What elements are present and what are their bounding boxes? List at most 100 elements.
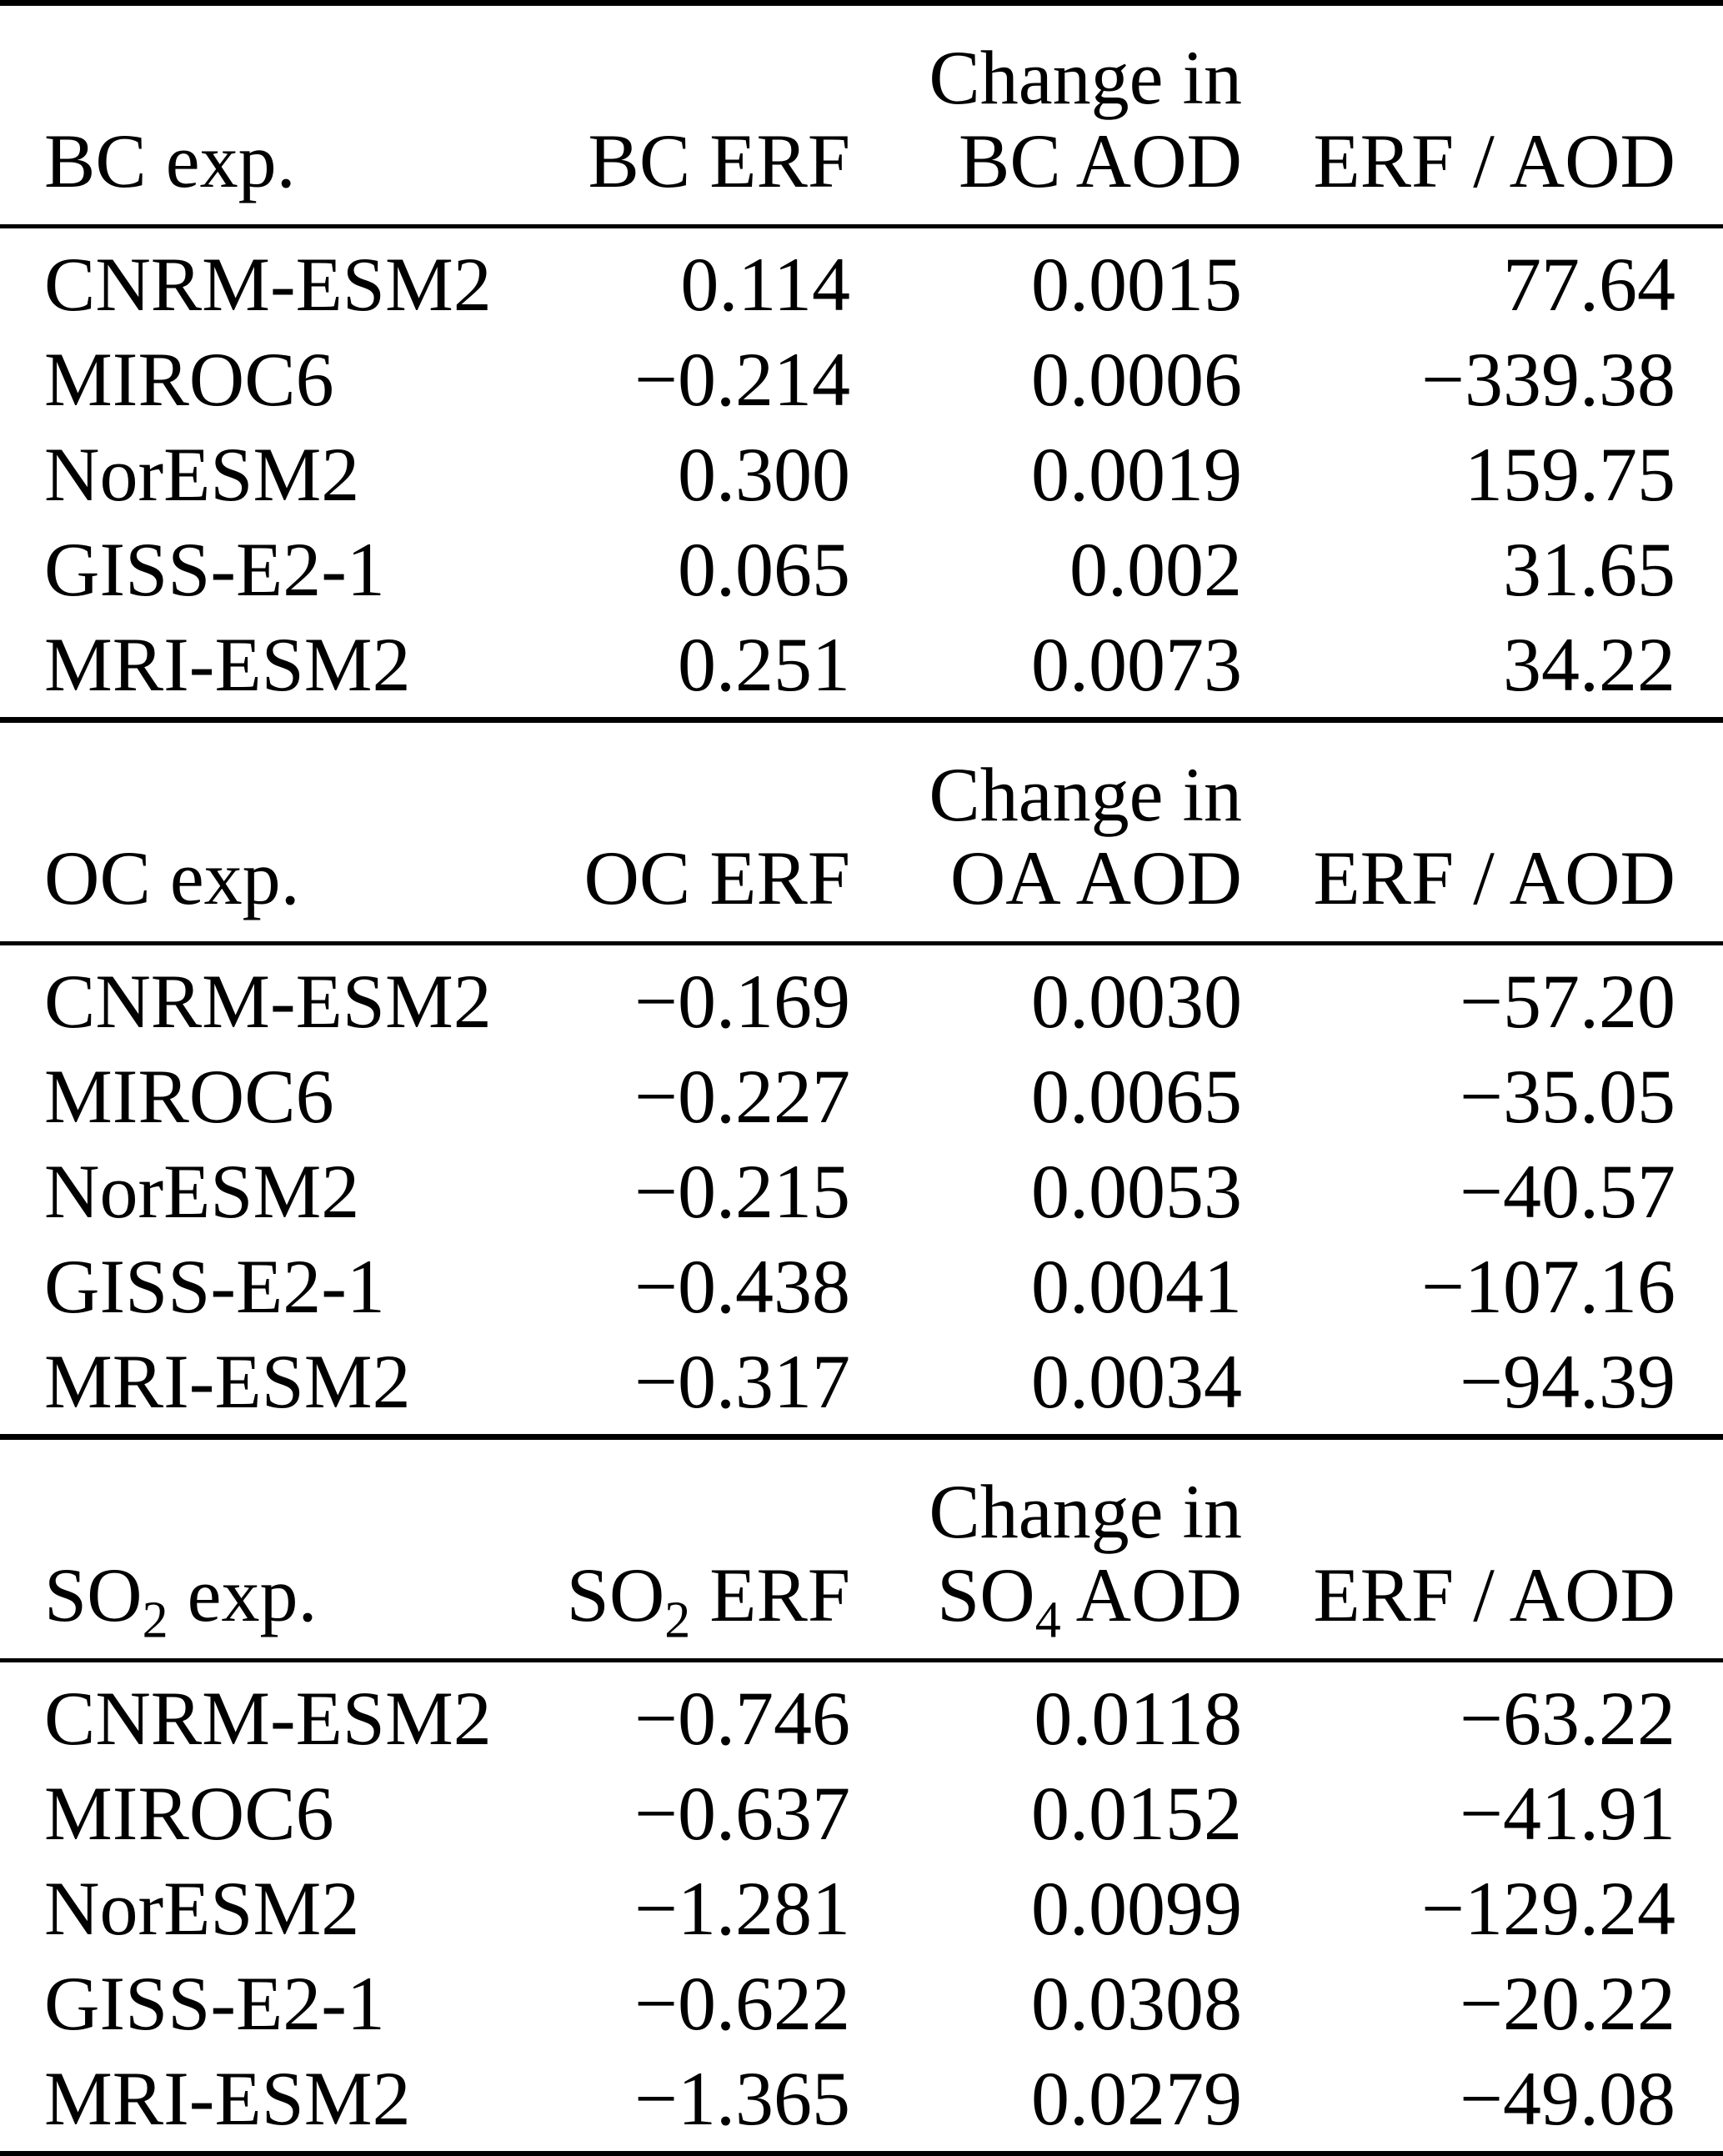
aod-value-cell: 0.0073 (1031, 622, 1242, 707)
aod-value-cell: 0.0041 (1031, 1244, 1242, 1329)
empty-header-cell (517, 1437, 850, 1551)
header-text: exp. (146, 118, 296, 203)
erf-value-cell: −0.227 (634, 1054, 850, 1139)
change-in-header-row: Change in (0, 1437, 1723, 1551)
table-row: MIROC6 −0.227 0.0065 −35.05 (0, 1049, 1723, 1144)
erf-aod-ratio-cell: −49.08 (1460, 2056, 1675, 2141)
erf-aod-ratio-cell: −40.57 (1460, 1149, 1675, 1234)
aod-value-cell: 0.0279 (1031, 2056, 1242, 2141)
aod-value-cell: 0.0030 (1031, 959, 1242, 1044)
erf-aod-ratio-cell: −35.05 (1460, 1054, 1675, 1139)
table-row: CNRM-ESM2 −0.746 0.0118 −63.22 (0, 1661, 1723, 1767)
model-name-cell: CNRM-ESM2 (44, 1676, 492, 1761)
table-row: MRI-ESM2 0.251 0.0073 34.22 (0, 617, 1723, 717)
erf-aod-ratio-cell: 31.65 (1503, 527, 1675, 612)
header-text: ERF (690, 835, 850, 920)
model-name-cell: MIROC6 (44, 337, 334, 422)
column-header-row: SO2 exp. SO2 ERF SO4 AOD ERF / AOD (0, 1550, 1723, 1662)
header-text: SO (937, 1552, 1035, 1637)
model-name-cell: CNRM-ESM2 (44, 242, 492, 327)
column-header-row: OC exp. OC ERF OA AOD ERF / AOD (0, 833, 1723, 945)
so2-exp-column-header: SO2 exp. (0, 1550, 517, 1662)
table-row: NorESM2 −1.281 0.0099 −129.24 (0, 1861, 1723, 1956)
change-in-header: Change in (929, 1469, 1242, 1554)
empty-header-cell (1242, 3, 1723, 117)
model-name-cell: MRI-ESM2 (44, 1339, 411, 1424)
subscript: 2 (664, 1592, 691, 1649)
erf-aod-ratio-cell: −94.39 (1460, 1339, 1675, 1424)
erf-value-cell: 0.065 (678, 527, 850, 612)
oc-erf-aod-table: Change in OC exp. OC ERF OA AOD ERF / AO… (0, 717, 1723, 1434)
aod-value-cell: 0.0019 (1031, 432, 1242, 517)
header-text: OC (44, 835, 151, 920)
aod-value-cell: 0.0118 (1034, 1676, 1242, 1761)
bc-table-body: CNRM-ESM2 0.114 0.0015 77.64 MIROC6 −0.2… (0, 227, 1723, 718)
bc-table-header: Change in BC exp. BC ERF BC AOD ERF / AO… (0, 3, 1723, 228)
erf-value-cell: −0.438 (634, 1244, 850, 1329)
aod-value-cell: 0.0006 (1031, 337, 1242, 422)
erf-aod-ratio-cell: −20.22 (1460, 1961, 1675, 2046)
erf-value-cell: 0.114 (680, 242, 850, 327)
header-text: SO (566, 1552, 665, 1637)
column-header-row: BC exp. BC ERF BC AOD ERF / AOD (0, 116, 1723, 228)
model-name-cell: GISS-E2-1 (44, 1244, 385, 1329)
erf-value-cell: −0.317 (634, 1339, 850, 1424)
oa-aod-column-header: OA AOD (850, 833, 1242, 945)
header-text: exp. (168, 1552, 318, 1637)
header-text: AOD (1060, 1552, 1242, 1637)
bc-exp-column-header: BC exp. (0, 116, 517, 228)
model-name-cell: MIROC6 (44, 1771, 334, 1856)
model-name-cell: GISS-E2-1 (44, 527, 385, 612)
table-row: GISS-E2-1 0.065 0.002 31.65 (0, 522, 1723, 617)
model-name-cell: NorESM2 (44, 1866, 360, 1951)
table-row: MIROC6 −0.637 0.0152 −41.91 (0, 1766, 1723, 1861)
change-in-header: Change in (929, 35, 1242, 120)
aod-value-cell: 0.0308 (1031, 1961, 1242, 2046)
model-name-cell: NorESM2 (44, 1149, 360, 1234)
oc-erf-column-header: OC ERF (517, 833, 850, 945)
header-text: AOD (1060, 118, 1242, 203)
oc-table-header: Change in OC exp. OC ERF OA AOD ERF / AO… (0, 720, 1723, 945)
table-row: NorESM2 0.300 0.0019 159.75 (0, 427, 1723, 522)
aod-value-cell: 0.0053 (1031, 1149, 1242, 1234)
empty-header-cell (1242, 720, 1723, 834)
model-name-cell: CNRM-ESM2 (44, 959, 492, 1044)
erf-value-cell: −0.215 (634, 1149, 850, 1234)
table-row: GISS-E2-1 −0.622 0.0308 −20.22 (0, 1956, 1723, 2051)
table-row: MRI-ESM2 −1.365 0.0279 −49.08 (0, 2051, 1723, 2153)
bc-erf-aod-table: Change in BC exp. BC ERF BC AOD ERF / AO… (0, 0, 1723, 717)
erf-value-cell: −0.214 (634, 337, 850, 422)
erf-aod-ratio-cell: −41.91 (1460, 1771, 1675, 1856)
erf-aod-ratio-column-header: ERF / AOD (1242, 1550, 1723, 1662)
table-row: MIROC6 −0.214 0.0006 −339.38 (0, 332, 1723, 427)
erf-aod-ratio-cell: 159.75 (1465, 432, 1675, 517)
empty-header-cell (517, 720, 850, 834)
header-text: OA (949, 835, 1061, 920)
aod-value-cell: 0.0015 (1031, 242, 1242, 327)
oc-exp-column-header: OC exp. (0, 833, 517, 945)
empty-header-cell (0, 1437, 517, 1551)
aod-value-cell: 0.0099 (1031, 1866, 1242, 1951)
so2-erf-column-header: SO2 ERF (517, 1550, 850, 1662)
bc-aod-column-header: BC AOD (850, 116, 1242, 228)
erf-value-cell: −0.746 (634, 1676, 850, 1761)
model-name-cell: GISS-E2-1 (44, 1961, 385, 2046)
header-text: SO (44, 1552, 143, 1637)
change-in-header: Change in (929, 752, 1242, 837)
erf-value-cell: −0.622 (634, 1961, 850, 2046)
header-text: OC (584, 835, 691, 920)
so2-table-body: CNRM-ESM2 −0.746 0.0118 −63.22 MIROC6 −0… (0, 1661, 1723, 2154)
bc-erf-column-header: BC ERF (517, 116, 850, 228)
aod-value-cell: 0.0065 (1031, 1054, 1242, 1139)
header-text: ERF (690, 118, 850, 203)
erf-aod-ratio-cell: −129.24 (1421, 1866, 1675, 1951)
erf-aod-ratio-cell: 77.64 (1503, 242, 1675, 327)
so2-erf-aod-table: Change in SO2 exp. SO2 ERF SO4 AOD ERF /… (0, 1434, 1723, 2156)
header-text: exp. (150, 835, 300, 920)
change-in-header-row: Change in (0, 720, 1723, 834)
erf-value-cell: −1.281 (634, 1866, 850, 1951)
erf-aod-ratio-cell: 34.22 (1503, 622, 1675, 707)
header-text: BC (959, 118, 1061, 203)
erf-aod-ratio-cell: −107.16 (1421, 1244, 1675, 1329)
